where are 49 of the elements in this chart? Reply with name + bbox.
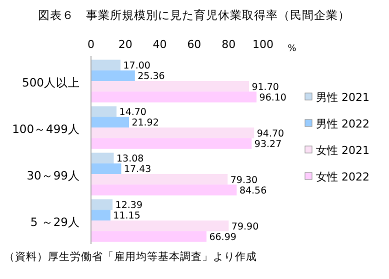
text: 11.15 — [113, 210, 140, 222]
y-tick-label: 100～499人 — [12, 122, 80, 136]
text: 94.70 — [256, 128, 284, 140]
text: 17.43 — [124, 164, 152, 176]
bar — [90, 128, 254, 138]
text: 79.30 — [230, 174, 258, 186]
bar — [90, 70, 135, 82]
text: 17.00 — [123, 60, 150, 72]
bar — [90, 152, 114, 164]
x-tick-label: 40 — [152, 38, 167, 51]
text: 13.08 — [116, 154, 144, 165]
bar — [90, 199, 113, 210]
x-tick-label: 100 — [252, 38, 274, 51]
legend-label: 女性 2021 — [316, 144, 370, 157]
x-axis-title: % — [288, 44, 297, 54]
x-tick-label: 20 — [118, 38, 132, 51]
text: 91.70 — [252, 82, 279, 93]
legend-label: 男性 2021 — [316, 91, 370, 104]
text: 21.92 — [132, 118, 159, 129]
bar — [90, 106, 117, 117]
bar — [90, 163, 122, 174]
bar — [90, 138, 252, 149]
bar — [90, 184, 237, 196]
text: 66.99 — [209, 232, 236, 243]
text: 79.90 — [231, 221, 259, 232]
x-tick-label: 60 — [187, 38, 202, 51]
y-tick-label: 30～99人 — [26, 168, 80, 182]
x-tick-label: 0 — [88, 38, 94, 51]
text: （資料）厚生労働省「雇用均等基本調査」より作成 — [4, 250, 257, 263]
bar — [90, 60, 120, 70]
bar — [90, 231, 206, 242]
bar — [90, 92, 257, 102]
chart-title: 図表６ 事業所規模別に見た育児休業取得率（民間企業） — [38, 8, 350, 22]
text: 96.10 — [259, 92, 286, 104]
y-tick-label: 5 ～29人 — [30, 214, 80, 229]
text: 25.36 — [138, 71, 165, 82]
text: 12.39 — [115, 200, 143, 212]
x-tick-label: 80 — [222, 38, 236, 51]
bar — [90, 220, 229, 232]
text: 93.27 — [254, 138, 282, 150]
legend-label: 女性 2022 — [316, 170, 370, 184]
y-tick-label: 500人以上 — [22, 75, 80, 90]
bar — [90, 116, 129, 128]
bar — [90, 81, 249, 92]
bar — [90, 174, 228, 185]
bar — [90, 210, 110, 221]
text: 84.56 — [239, 185, 267, 196]
text: 14.70 — [119, 107, 146, 118]
legend-label: 男性 2022 — [316, 118, 370, 130]
